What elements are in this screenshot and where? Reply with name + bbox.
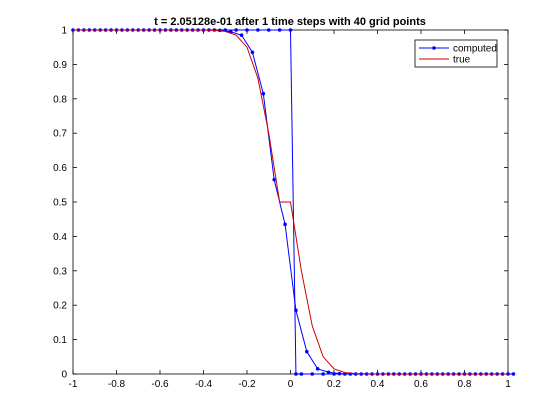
y-tick-label: 0.2: [53, 301, 67, 312]
x-tick-label: 0.4: [371, 379, 385, 390]
chart-title: t = 2.05128e-01 after 1 time steps with …: [154, 16, 426, 28]
data-point-computed: [337, 371, 342, 376]
legend-marker-computed: [432, 46, 436, 50]
x-tick-label: -0.2: [238, 379, 256, 390]
legend-box: [414, 39, 498, 68]
y-tick-label: 0.5: [53, 198, 67, 209]
legend-label-computed: computed: [453, 44, 497, 55]
x-tick-label: 0.2: [327, 379, 341, 390]
data-point-computed: [326, 370, 331, 375]
y-tick-label: 0.9: [53, 60, 67, 71]
data-point-initial: [245, 28, 249, 32]
data-point-initial: [256, 28, 260, 32]
data-point-initial: [277, 28, 282, 32]
plot-area: -1 -0.8 -0.6 -0.4 -0.2 0 0.2 0.4 0.6 0.8 1 0 0.1 0.2 0…: [53, 26, 516, 390]
y-tick-label: 0.4: [53, 232, 67, 243]
data-point-computed: [511, 372, 516, 376]
x-tick-label: -1: [69, 379, 78, 390]
y-tick-label: 0.8: [53, 94, 67, 105]
data-point-initial: [266, 28, 271, 32]
data-point-initial: [294, 372, 298, 376]
data-point-initial: [299, 372, 304, 376]
y-tick-label: 0.1: [53, 335, 67, 346]
x-tick-label: 0: [288, 379, 294, 390]
x-tick-label: -0.4: [195, 379, 213, 390]
x-tick-label: 1: [505, 379, 511, 390]
series-line-true: [73, 29, 508, 375]
legend-label-true: true: [453, 55, 471, 66]
data-point-computed: [250, 50, 255, 55]
data-point-computed: [272, 177, 276, 182]
y-tick-label: 0.7: [53, 129, 67, 140]
data-point-initial: [234, 28, 238, 32]
y-tick-label: 0.3: [53, 266, 67, 277]
data-point-computed: [315, 367, 320, 371]
x-tick-label: -0.8: [108, 379, 126, 390]
data-point-initial: [321, 372, 325, 376]
data-point-computed: [283, 222, 287, 227]
y-tick-label: 0.6: [53, 163, 67, 174]
y-tick-label: 1: [61, 26, 67, 37]
x-tick-label: 0.6: [414, 379, 428, 390]
data-point-initial: [288, 28, 293, 32]
data-point-computed: [239, 33, 244, 37]
data-point-computed: [305, 349, 309, 354]
x-tick-label: 0.8: [458, 379, 472, 390]
x-tick-label: -0.6: [151, 379, 169, 390]
data-point-computed: [261, 91, 266, 96]
data-point-initial: [310, 372, 315, 376]
data-point-computed: [294, 308, 298, 313]
y-tick-label: 0: [61, 370, 67, 381]
